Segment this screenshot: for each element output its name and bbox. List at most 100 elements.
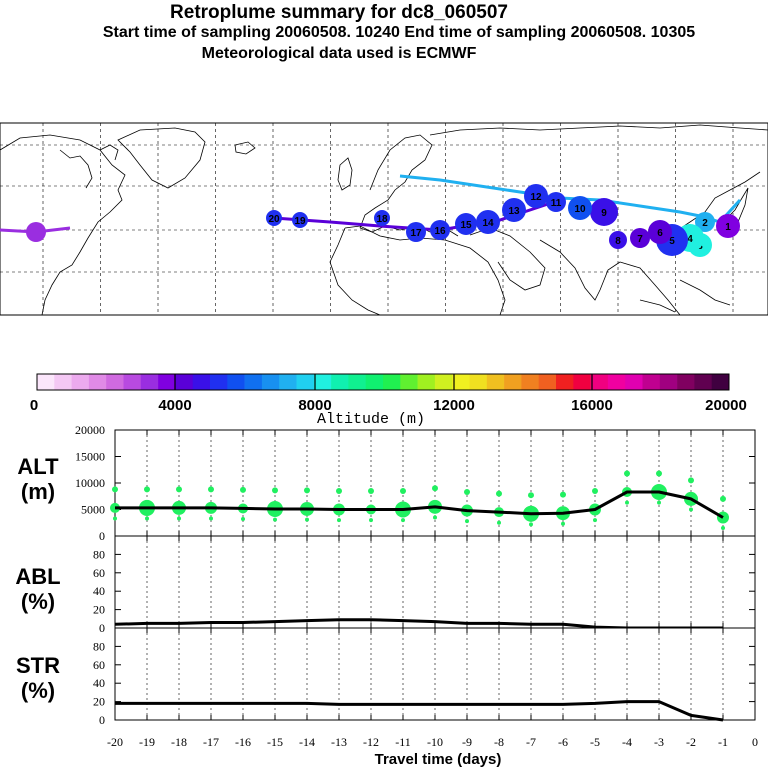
coastlines [0,124,768,316]
alt-marker-lower [689,507,693,512]
plume-marker-label: 20 [268,214,280,225]
x-tick-label: -2 [686,735,696,749]
panel-abl: 0 20 40 60 80 [93,535,756,635]
x-tick-label: -7 [526,735,536,749]
plume-markers: 1234567891011121314151617181920 [0,174,742,257]
y-tick-label: 0 [99,529,105,543]
plume-marker-dot [406,222,426,242]
cb-tick-20000: 20000 [705,397,747,414]
x-tick-label: 0 [752,735,758,749]
trajectory-map: 1234567891011121314151617181920 [0,122,768,316]
plume-marker-label: 7 [637,234,643,245]
plume-marker-label: 10 [574,204,586,215]
colorbar-swatch [244,374,263,390]
alt-marker-upper [400,487,406,494]
alt-marker-lower [113,516,117,521]
y-tick-label: 40 [93,676,105,690]
panel-str: 0 20 40 60 80 [93,627,756,727]
alt-marker-lower [721,526,725,531]
plume-marker: 7 [630,228,650,248]
plume-marker-label: 15 [460,220,472,231]
chart-title: Retroplume summary for dc8_060507 [170,2,508,23]
plume-marker-label: 11 [551,198,562,209]
colorbar-swatch [677,374,695,390]
x-tick-label: -9 [462,735,472,749]
alt-marker-upper [592,487,598,494]
plume-marker-label: 17 [410,228,422,239]
y-tick-label: 20 [93,603,105,617]
colorbar-swatch [659,374,678,390]
y-tick-label: 5000 [81,503,105,517]
str-label: STR [16,653,60,678]
colorbar-swatch [400,374,418,390]
plume-marker-label: 6 [657,228,663,239]
plume-marker-label: 2 [702,218,708,229]
alt-marker-lower [305,517,309,522]
colorbar-swatch [365,374,384,390]
colorbar-swatch [123,374,142,390]
plume-marker: 14 [476,210,500,234]
x-tick-label: -20 [107,735,123,749]
y-tick-label: 10000 [75,476,105,490]
plume-marker: 10 [568,196,592,220]
colorbar-swatch [71,374,90,390]
x-tick-label: -1 [718,735,728,749]
plume-marker: 1 [716,214,740,238]
colorbar-swatch [88,374,107,390]
colorbar-swatch [383,374,401,390]
colorbar-swatch [607,374,626,390]
plume-marker: 16 [430,220,450,240]
colorbar-swatch [158,374,176,390]
colorbar-title: Altitude (m) [317,411,425,428]
y-tick-label: 20000 [75,423,105,437]
alt-marker-upper [208,486,214,493]
x-tick-label: -15 [267,735,283,749]
plume-marker-dot [648,220,672,244]
abl-unit: (%) [21,589,55,614]
plume-marker-dot [609,231,627,249]
plume-marker-dot [266,210,282,226]
alt-marker-upper [368,487,374,494]
plume-marker-dot [568,196,592,220]
colorbar-ticks: 0 4000 8000 12000 16000 20000 Altitude (… [30,397,747,428]
x-tick-label: -8 [494,735,504,749]
plume-marker: 15 [455,213,477,235]
plume-marker: 12 [524,184,548,208]
x-tick-label: -6 [558,735,568,749]
colorbar-swatch [192,374,211,390]
alt-marker-lower [337,518,341,523]
colorbar-swatch [434,374,453,390]
y-tick-label: 60 [93,658,105,672]
alt-marker-lower [177,516,181,521]
colorbar-frame [36,373,730,391]
plume-marker: 17 [406,222,426,242]
alt-marker-lower [241,517,245,522]
plume-marker-label: 14 [482,218,494,229]
plume-marker: 9 [590,198,618,226]
x-tick-label: -14 [299,735,315,749]
plume-marker: 6 [648,220,672,244]
colorbar-swatch [227,374,245,390]
alt-label: ALT [17,454,59,479]
colorbar-swatch [140,374,159,390]
str-unit: (%) [21,678,55,703]
colorbar-swatch [504,374,522,390]
plume-marker: 19 [292,212,308,228]
plume-marker-west [26,222,46,242]
plume-marker-label: 19 [294,216,306,227]
y-tick-label: 80 [93,547,105,561]
colorbar-swatch [37,374,55,390]
plume-marker-label: 1 [725,222,731,233]
colorbar-swatch [521,374,539,390]
plume-marker-dot [476,210,500,234]
alt-marker-lower [657,500,661,505]
plume-marker-dot [374,210,390,226]
colorbar-swatch [210,374,228,390]
plume-marker-dot [716,214,740,238]
alt-marker-upper [336,487,342,494]
alt-marker-upper [304,487,310,494]
colorbar-swatch [694,374,712,390]
plume-marker: 2 [695,212,715,232]
colorbar-swatch [642,374,661,390]
